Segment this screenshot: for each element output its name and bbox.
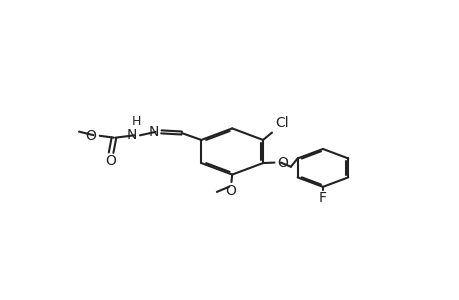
Text: N: N	[127, 128, 137, 142]
Text: O: O	[85, 129, 96, 143]
Text: N: N	[148, 125, 158, 139]
Text: Cl: Cl	[275, 116, 289, 130]
Text: O: O	[277, 156, 288, 170]
Text: F: F	[318, 191, 326, 205]
Text: H: H	[131, 116, 141, 128]
Text: O: O	[224, 184, 235, 198]
Text: O: O	[106, 154, 116, 168]
